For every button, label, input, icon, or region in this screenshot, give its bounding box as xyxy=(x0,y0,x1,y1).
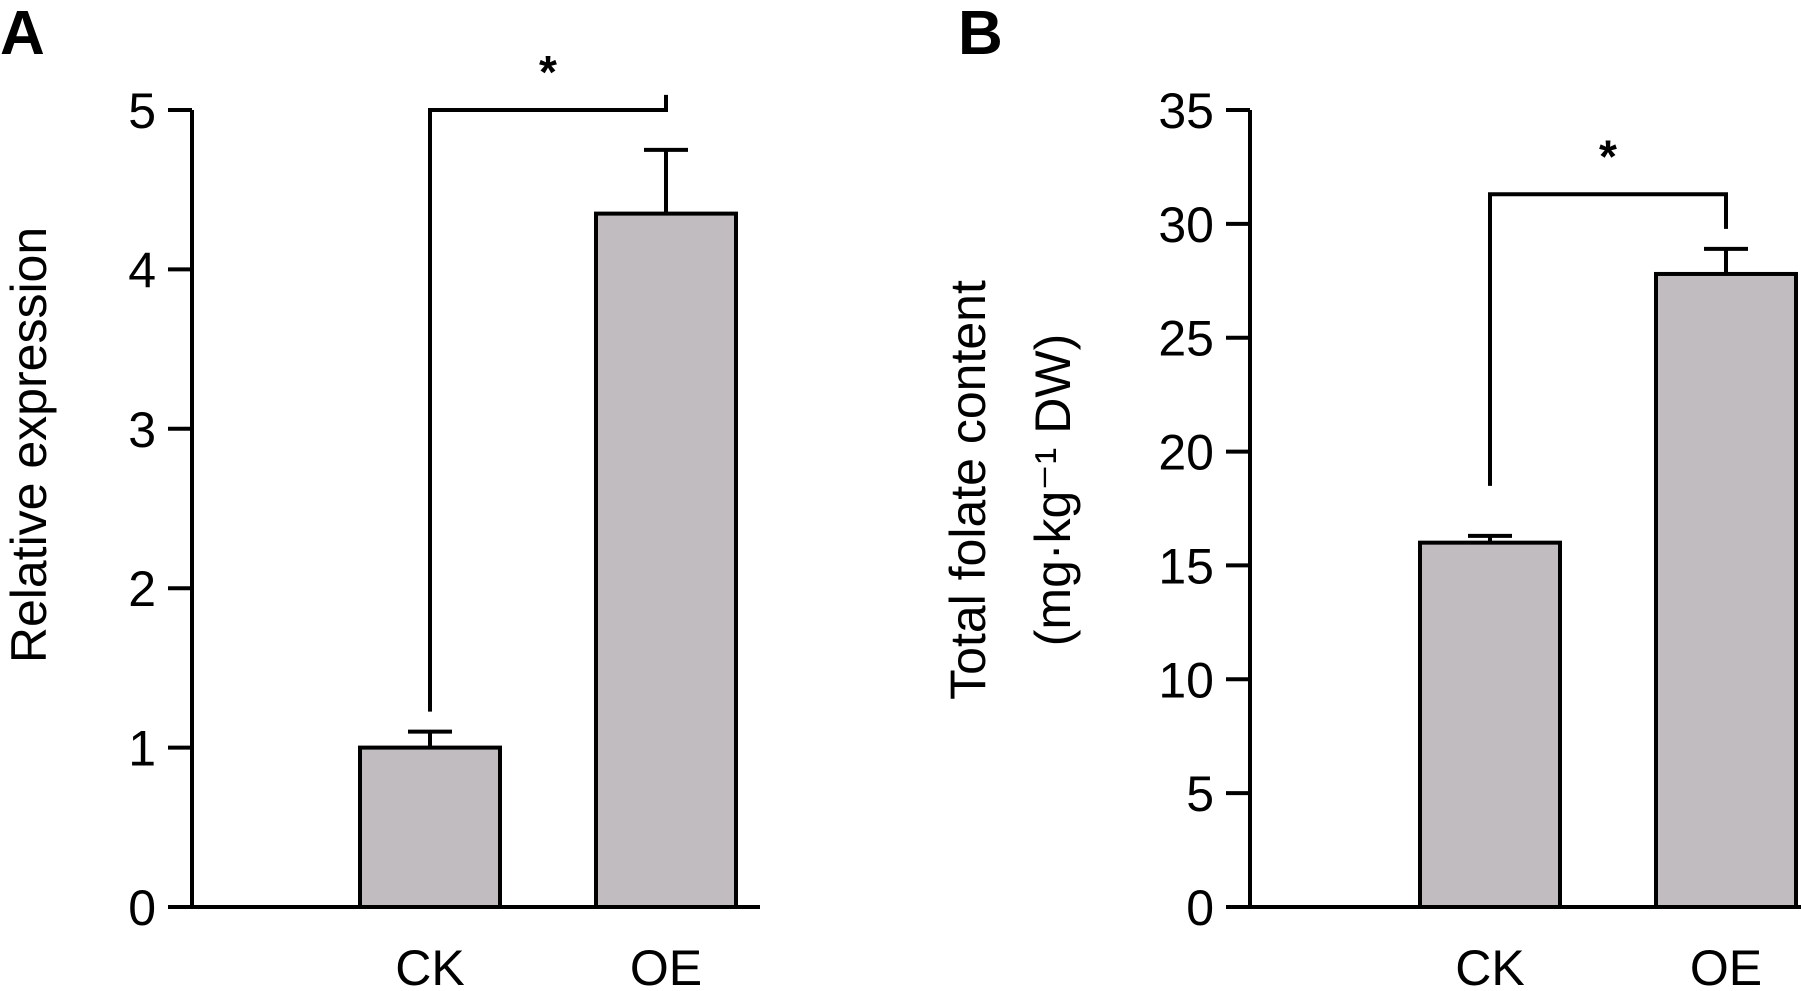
y-tick-label: 2 xyxy=(128,561,156,617)
bar-ck xyxy=(358,745,502,909)
significance-marker: * xyxy=(1599,130,1617,182)
panel-b-y-axis-unit: (mg·kg⁻¹ DW) xyxy=(1025,334,1081,646)
y-tick-label: 30 xyxy=(1158,197,1214,253)
y-tick-label: 15 xyxy=(1158,538,1214,594)
y-tick-label: 5 xyxy=(1186,766,1214,822)
x-tick-label: OE xyxy=(1690,940,1762,991)
y-tick-label: 25 xyxy=(1158,311,1214,367)
y-tick-label: 10 xyxy=(1158,652,1214,708)
x-tick-label: CK xyxy=(1455,940,1524,991)
panel-a-label: A xyxy=(0,0,45,68)
y-tick-label: 0 xyxy=(1186,880,1214,936)
y-tick-label: 1 xyxy=(128,721,156,777)
panel-b: B Total folate content (mg·kg⁻¹ DW) 0 5 10… xyxy=(940,0,1801,991)
x-tick-label: OE xyxy=(630,940,702,991)
y-tick-label: 20 xyxy=(1158,425,1214,481)
significance-marker: * xyxy=(539,46,557,98)
panel-a: A Relative expression 0 1 2 3 4 5 CK OE * xyxy=(0,0,760,991)
x-tick-label: CK xyxy=(395,940,464,991)
significance-bracket xyxy=(428,94,668,712)
bar-ck xyxy=(1418,540,1562,910)
panel-b-y-axis-title: Total folate content xyxy=(940,280,996,700)
y-tick-label: 3 xyxy=(128,402,156,458)
y-tick-label: 35 xyxy=(1158,83,1214,139)
significance-bracket xyxy=(1488,192,1728,486)
panel-b-label: B xyxy=(958,0,1003,68)
bar-oe xyxy=(594,211,738,910)
y-tick-label: 4 xyxy=(128,242,156,298)
y-tick-label: 0 xyxy=(128,880,156,936)
panel-a-y-axis-title: Relative expression xyxy=(1,227,57,663)
bar-oe xyxy=(1654,271,1798,909)
y-tick-label: 5 xyxy=(128,83,156,139)
